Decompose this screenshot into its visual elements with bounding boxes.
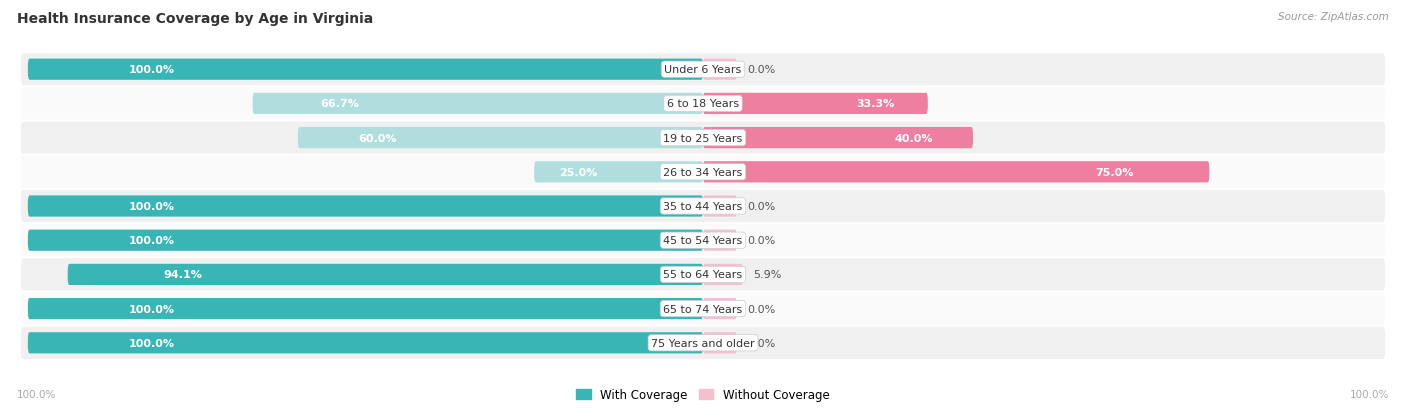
FancyBboxPatch shape xyxy=(28,332,703,354)
Text: 100.0%: 100.0% xyxy=(129,236,176,246)
Text: 100.0%: 100.0% xyxy=(129,304,176,314)
FancyBboxPatch shape xyxy=(21,293,1385,325)
Text: 0.0%: 0.0% xyxy=(747,202,775,211)
FancyBboxPatch shape xyxy=(703,332,737,354)
FancyBboxPatch shape xyxy=(703,59,737,81)
FancyBboxPatch shape xyxy=(21,88,1385,120)
Text: 40.0%: 40.0% xyxy=(894,133,932,143)
Text: 0.0%: 0.0% xyxy=(747,338,775,348)
Legend: With Coverage, Without Coverage: With Coverage, Without Coverage xyxy=(576,389,830,401)
Text: 6 to 18 Years: 6 to 18 Years xyxy=(666,99,740,109)
Text: 100.0%: 100.0% xyxy=(129,202,176,211)
Text: Source: ZipAtlas.com: Source: ZipAtlas.com xyxy=(1278,12,1389,22)
FancyBboxPatch shape xyxy=(21,327,1385,359)
FancyBboxPatch shape xyxy=(703,162,1209,183)
Text: 0.0%: 0.0% xyxy=(747,236,775,246)
FancyBboxPatch shape xyxy=(21,259,1385,291)
FancyBboxPatch shape xyxy=(21,122,1385,154)
Text: 100.0%: 100.0% xyxy=(129,65,176,75)
Text: Health Insurance Coverage by Age in Virginia: Health Insurance Coverage by Age in Virg… xyxy=(17,12,373,26)
Text: 94.1%: 94.1% xyxy=(163,270,202,280)
FancyBboxPatch shape xyxy=(28,298,703,319)
FancyBboxPatch shape xyxy=(21,54,1385,86)
FancyBboxPatch shape xyxy=(298,128,703,149)
Text: 100.0%: 100.0% xyxy=(129,338,176,348)
FancyBboxPatch shape xyxy=(21,225,1385,256)
Text: 66.7%: 66.7% xyxy=(321,99,359,109)
FancyBboxPatch shape xyxy=(28,196,703,217)
Text: 26 to 34 Years: 26 to 34 Years xyxy=(664,167,742,177)
Text: 75.0%: 75.0% xyxy=(1095,167,1133,177)
Text: 5.9%: 5.9% xyxy=(754,270,782,280)
Text: 19 to 25 Years: 19 to 25 Years xyxy=(664,133,742,143)
FancyBboxPatch shape xyxy=(28,230,703,251)
FancyBboxPatch shape xyxy=(703,298,737,319)
Text: 0.0%: 0.0% xyxy=(747,65,775,75)
Text: 25.0%: 25.0% xyxy=(560,167,598,177)
FancyBboxPatch shape xyxy=(21,190,1385,223)
FancyBboxPatch shape xyxy=(703,196,737,217)
Text: 0.0%: 0.0% xyxy=(747,304,775,314)
Text: 65 to 74 Years: 65 to 74 Years xyxy=(664,304,742,314)
Text: 75 Years and older: 75 Years and older xyxy=(651,338,755,348)
Text: Under 6 Years: Under 6 Years xyxy=(665,65,741,75)
FancyBboxPatch shape xyxy=(703,128,973,149)
Text: 45 to 54 Years: 45 to 54 Years xyxy=(664,236,742,246)
FancyBboxPatch shape xyxy=(534,162,703,183)
Text: 100.0%: 100.0% xyxy=(1350,389,1389,399)
FancyBboxPatch shape xyxy=(67,264,703,285)
FancyBboxPatch shape xyxy=(703,264,742,285)
FancyBboxPatch shape xyxy=(21,157,1385,188)
FancyBboxPatch shape xyxy=(703,230,737,251)
Text: 55 to 64 Years: 55 to 64 Years xyxy=(664,270,742,280)
FancyBboxPatch shape xyxy=(703,94,928,115)
Text: 100.0%: 100.0% xyxy=(17,389,56,399)
Text: 33.3%: 33.3% xyxy=(856,99,894,109)
Text: 60.0%: 60.0% xyxy=(359,133,396,143)
Text: 35 to 44 Years: 35 to 44 Years xyxy=(664,202,742,211)
FancyBboxPatch shape xyxy=(28,59,703,81)
FancyBboxPatch shape xyxy=(253,94,703,115)
